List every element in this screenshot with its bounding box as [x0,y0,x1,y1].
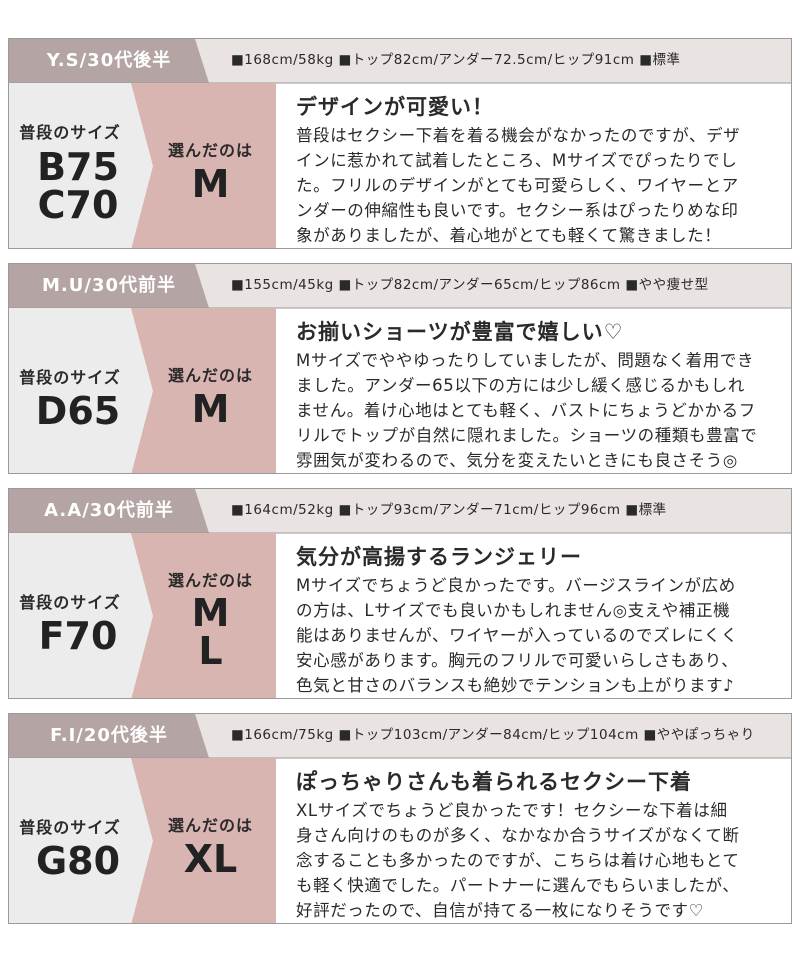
review-text: リルでトップが自然に隠れました。ショーツの種類も豊富で [296,426,758,445]
chosen-column [131,758,276,923]
review-text: インに惹かれて試着したところ、Mサイズでぴったりでし [296,151,738,170]
chosen-size: M [191,387,230,431]
usual-column [9,83,131,248]
review-text: Mサイズでややゆったりしていましたが、問題なく着用でき [296,351,755,370]
review-text: XLサイズでちょうど良かったです！セクシーな下着は細 [296,801,728,820]
usual-column [9,308,131,473]
card-background [9,714,791,923]
card-background [9,39,791,248]
review-text: ません。着け心地はとても軽く、バストにちょうどかかるフ [296,401,756,420]
review-card: M.U/30代前半 ■155cm/45kg ■トップ82cm/アンダー65cm/ヒ… [8,263,792,474]
name-tag [9,489,209,533]
arrow [131,83,153,248]
chosen-column [131,533,276,698]
usual-size: G80 [35,839,121,883]
name-tag [9,264,209,308]
name-tag [9,714,209,758]
chosen-label: 選んだのは [167,571,253,590]
chosen-column [131,83,276,248]
arrow [131,533,153,698]
review-title: デザインが可愛い！ [296,95,494,119]
usual-label: 普段のサイズ [19,123,121,142]
review-card: F.I/20代後半 ■166cm/75kg ■トップ103cm/アンダー84cm/… [8,713,792,924]
usual-column [9,758,131,923]
chosen-size: M [191,162,230,206]
chosen-label: 選んだのは [167,816,253,835]
review-title: お揃いショーツが豊富で嬉しい♡ [296,320,624,344]
card-background [9,489,791,698]
review-text: 安心感があります。胸元のフリルで可愛いらしさもあり、 [296,651,739,670]
review-text: ました。アンダー65以下の方には少し緩く感じるかもしれ [296,376,746,395]
review-text: の方は、Lサイズでも良いかもしれません◎支えや補正機 [296,601,731,620]
review-text: 象がありましたが、着心地がとても軽くて驚きました！ [296,226,722,245]
review-text: も軽く快適でした。パートナーに選んでもらいましたが、 [296,876,740,895]
review-card: A.A/30代前半 ■164cm/52kg ■トップ93cm/アンダー71cm/ヒ… [8,488,792,699]
review-text: 雰囲気が変わるので、気分を変えたいときにも良さそう◎ [296,451,738,470]
card-background [9,264,791,473]
chosen-size: XL [183,837,238,881]
reviewer-specs: ■155cm/45kg ■トップ82cm/アンダー65cm/ヒップ86cm ■や… [231,277,709,293]
usual-size: D65 [35,389,121,433]
review-text: 色気と甘さのバランスも絶妙でテンションも上がります♪ [296,676,735,695]
chosen-size: M [191,591,230,635]
chosen-size: L [198,629,223,673]
reviewer-name: M.U/30代前半 [42,275,176,296]
arrow [131,758,153,923]
review-card: Y.S/30代後半 ■168cm/58kg ■トップ82cm/アンダー72.5cm… [8,38,792,249]
usual-column [9,533,131,698]
review-text: 能はありませんが、ワイヤーが入っているのでズレにくく [296,626,739,645]
chosen-label: 選んだのは [167,366,253,385]
review-text: 身さん向けのものが多く、なかなか合うサイズがなくて断 [296,826,740,845]
reviewer-name: Y.S/30代後半 [46,50,172,71]
review-text: Mサイズでちょうど良かったです。バージスラインが広め [296,576,736,595]
reviewer-name: A.A/30代前半 [44,500,174,521]
review-text: 好評だったので、自信が持てる一枚になりそうです♡ [296,901,705,920]
chosen-label: 選んだのは [167,141,253,160]
review-text: た。フリルのデザインがとても可愛らしく、ワイヤーとア [296,176,739,195]
arrow [131,308,153,473]
usual-label: 普段のサイズ [19,818,121,837]
usual-label: 普段のサイズ [19,593,121,612]
review-title: ぽっちゃりさんも着られるセクシー下着 [296,770,692,794]
reviewer-name: F.I/20代後半 [50,725,168,746]
review-text: 念することも多かったのですが、こちらは着け心地もとて [296,851,740,870]
usual-size: B75 [37,145,119,189]
reviewer-specs: ■168cm/58kg ■トップ82cm/アンダー72.5cm/ヒップ91cm … [231,52,681,68]
reviewer-specs: ■164cm/52kg ■トップ93cm/アンダー71cm/ヒップ96cm ■標… [231,502,667,518]
reviewer-specs: ■166cm/75kg ■トップ103cm/アンダー84cm/ヒップ104cm … [231,727,755,743]
usual-label: 普段のサイズ [19,368,121,387]
chosen-column [131,308,276,473]
usual-size: C70 [37,183,119,227]
review-title: 気分が高揚するランジェリー [296,545,582,569]
review-text: ンダーの伸縮性も良いです。セクシー系はぴったりめな印 [296,201,739,220]
usual-size: F70 [38,614,118,658]
name-tag [9,39,209,83]
review-text: 普段はセクシー下着を着る機会がなかったのですが、デザ [296,126,741,145]
